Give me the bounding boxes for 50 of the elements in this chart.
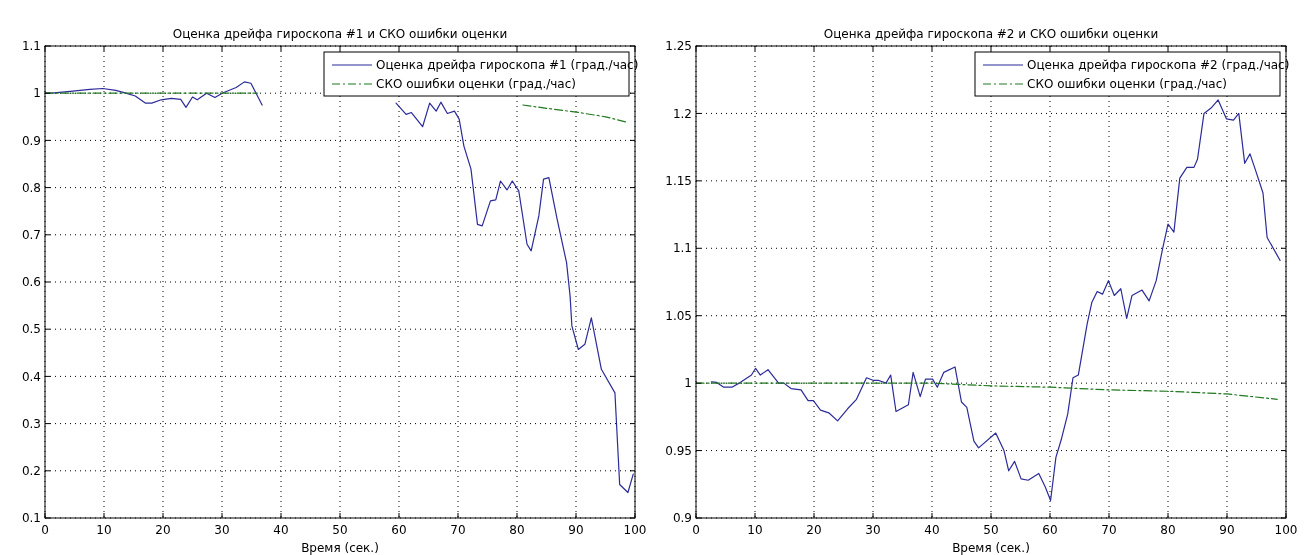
x-tick-label: 90 (1219, 523, 1235, 537)
y-tick-label: 0.3 (21, 416, 41, 431)
y-tick-label: 0.9 (672, 511, 692, 526)
x-tick-label: 90 (568, 523, 584, 537)
y-tick-label: 0.7 (21, 228, 41, 242)
line-series (710, 99, 1281, 502)
x-tick-label: 70 (1101, 523, 1117, 537)
x-tick-label: 80 (1160, 523, 1176, 537)
x-tick-label: 60 (1042, 523, 1058, 537)
y-tick-label: 0.8 (21, 180, 41, 195)
y-tick-label: 1.1 (21, 39, 41, 54)
x-axis-title: Время (сек.) (952, 541, 1030, 555)
y-tick-label: 1 (33, 86, 41, 101)
y-tick-label: 0.4 (21, 369, 41, 384)
x-tick-label: 0 (41, 523, 49, 537)
y-tick-label: 1.15 (665, 174, 692, 189)
y-tick-label: 0.5 (21, 322, 41, 337)
legend-label: СКО ошибки оценки (град./час) (1027, 77, 1227, 92)
legend-label: СКО ошибки оценки (град./час) (376, 77, 576, 92)
x-tick-label: 30 (214, 523, 230, 537)
chart-title: Оценка дрейфа гироскопа #2 и СКО ошибки оценки (823, 27, 1159, 41)
x-tick-label: 20 (155, 523, 171, 537)
y-tick-label: 0.6 (21, 275, 41, 290)
x-tick-label: 0 (692, 523, 700, 537)
y-tick-label: 0.9 (21, 133, 41, 148)
y-tick-label: 1 (684, 376, 692, 391)
x-tick-label: 80 (509, 523, 525, 537)
y-tick-label: 1.25 (665, 39, 692, 54)
x-tick-label: 30 (865, 523, 881, 537)
chart-title: Оценка дрейфа гироскопа #1 и СКО ошибки оценки (172, 27, 508, 41)
x-tick-label: 100 (623, 523, 647, 537)
x-tick-label: 20 (806, 523, 822, 537)
x-tick-label: 60 (391, 523, 407, 537)
x-tick-label: 100 (1274, 523, 1298, 537)
y-tick-label: 1.05 (665, 308, 692, 323)
x-tick-label: 10 (747, 523, 763, 537)
y-tick-label: 0.1 (21, 511, 41, 526)
x-tick-label: 40 (924, 523, 940, 537)
x-tick-label: 10 (96, 523, 112, 537)
y-tick-label: 1.1 (672, 241, 692, 256)
x-tick-label: 40 (273, 523, 289, 537)
x-tick-label: 50 (332, 523, 348, 537)
legend-label: Оценка дрейфа гироскопа #1 (град./час) (376, 58, 639, 73)
y-tick-label: 0.2 (21, 464, 41, 478)
x-tick-label: 50 (983, 523, 999, 537)
legend-label: Оценка дрейфа гироскопа #2 (град./час) (1027, 58, 1290, 73)
y-tick-label: 1.2 (672, 106, 692, 121)
x-axis-title: Время (сек.) (301, 541, 379, 555)
x-tick-label: 70 (450, 523, 466, 537)
y-tick-label: 0.95 (665, 443, 692, 458)
